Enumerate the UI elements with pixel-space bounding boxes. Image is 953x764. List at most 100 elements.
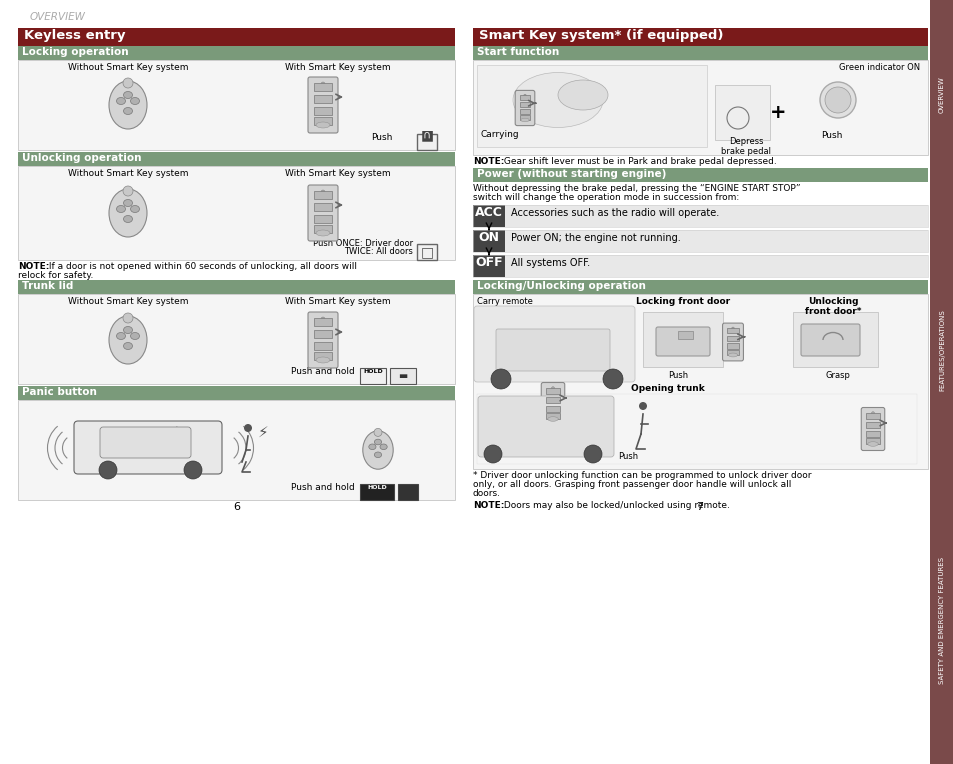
Bar <box>473 60 927 155</box>
Bar <box>726 343 738 348</box>
Bar <box>314 225 332 233</box>
Bar <box>397 484 417 500</box>
Ellipse shape <box>315 357 330 363</box>
Bar <box>519 95 530 99</box>
Text: switch will change the operation mode in succession from:: switch will change the operation mode in… <box>473 193 739 202</box>
FancyBboxPatch shape <box>74 421 222 474</box>
Ellipse shape <box>520 118 529 121</box>
Bar <box>18 152 455 166</box>
FancyBboxPatch shape <box>721 323 742 361</box>
FancyBboxPatch shape <box>474 306 635 382</box>
Bar <box>642 312 722 367</box>
Text: * Driver door unlocking function can be programmed to unlock driver door: * Driver door unlocking function can be … <box>473 471 811 480</box>
Text: Gear shift lever must be in Park and brake pedal depressed.: Gear shift lever must be in Park and bra… <box>500 157 776 166</box>
Ellipse shape <box>131 332 139 339</box>
Bar <box>359 484 394 500</box>
FancyBboxPatch shape <box>540 383 564 426</box>
Text: doors.: doors. <box>473 489 500 498</box>
Text: NOTE:: NOTE: <box>473 501 504 510</box>
Text: SAFETY AND EMERGENCY FEATURES: SAFETY AND EMERGENCY FEATURES <box>938 556 944 684</box>
Text: OVERVIEW: OVERVIEW <box>938 76 944 113</box>
Bar <box>865 430 879 436</box>
Bar <box>473 205 504 227</box>
Ellipse shape <box>602 369 622 389</box>
Bar <box>473 280 927 294</box>
Ellipse shape <box>131 98 139 105</box>
Text: Carry remote
to lock/unlock: Carry remote to lock/unlock <box>476 297 535 316</box>
Ellipse shape <box>109 189 147 237</box>
Ellipse shape <box>315 122 330 128</box>
Text: Without Smart Key system: Without Smart Key system <box>68 297 188 306</box>
Text: ACC: ACC <box>475 206 502 219</box>
Text: ∩: ∩ <box>422 130 431 140</box>
FancyBboxPatch shape <box>308 312 337 368</box>
Text: Push: Push <box>372 133 393 142</box>
Bar <box>314 318 332 326</box>
Bar <box>714 85 769 140</box>
Text: Push and hold: Push and hold <box>291 367 355 376</box>
Bar <box>473 168 927 182</box>
Bar <box>546 397 559 403</box>
Text: Grasp: Grasp <box>824 371 849 380</box>
Text: Locking operation: Locking operation <box>22 47 129 57</box>
Text: +: + <box>769 103 785 122</box>
Text: ■: ■ <box>420 128 433 142</box>
Bar <box>473 255 927 277</box>
Ellipse shape <box>379 444 387 449</box>
Text: Panic button: Panic button <box>22 387 97 397</box>
Ellipse shape <box>483 445 501 463</box>
FancyBboxPatch shape <box>861 407 883 451</box>
Bar <box>314 330 332 338</box>
Text: Locking front door: Locking front door <box>636 297 729 306</box>
Bar <box>473 255 504 277</box>
Ellipse shape <box>491 369 511 389</box>
Bar <box>18 280 455 294</box>
Bar <box>314 203 332 211</box>
Bar <box>473 205 927 227</box>
Ellipse shape <box>547 416 558 421</box>
Text: NOTE:: NOTE: <box>473 157 504 166</box>
Text: Unlocking
front door*: Unlocking front door* <box>804 297 861 316</box>
Ellipse shape <box>184 461 202 479</box>
FancyBboxPatch shape <box>477 396 614 457</box>
Bar <box>504 205 927 227</box>
Bar <box>473 28 927 46</box>
Ellipse shape <box>123 108 132 115</box>
Text: Green indicator ON: Green indicator ON <box>838 63 919 72</box>
Bar <box>792 312 877 367</box>
Text: Without Smart Key system: Without Smart Key system <box>68 63 188 72</box>
Bar <box>314 342 332 350</box>
Ellipse shape <box>558 80 607 110</box>
FancyBboxPatch shape <box>308 77 337 133</box>
FancyBboxPatch shape <box>801 324 859 356</box>
Ellipse shape <box>123 342 132 349</box>
Bar <box>18 386 455 400</box>
Text: Power ON; the engine not running.: Power ON; the engine not running. <box>511 233 680 243</box>
Ellipse shape <box>731 327 734 329</box>
Ellipse shape <box>123 326 132 334</box>
Ellipse shape <box>315 230 330 236</box>
Ellipse shape <box>123 92 132 99</box>
Bar <box>546 413 559 419</box>
Bar <box>476 394 916 464</box>
Bar <box>519 115 530 120</box>
Text: Power (without starting engine): Power (without starting engine) <box>476 169 666 179</box>
Bar <box>314 215 332 223</box>
Ellipse shape <box>374 429 381 436</box>
Text: Carrying: Carrying <box>480 130 519 139</box>
Text: ⚡: ⚡ <box>257 425 268 439</box>
Text: TWICE: All doors: TWICE: All doors <box>344 247 413 256</box>
Text: All systems OFF.: All systems OFF. <box>511 258 590 268</box>
Bar <box>865 438 879 444</box>
Ellipse shape <box>639 402 646 410</box>
Ellipse shape <box>320 317 325 321</box>
Ellipse shape <box>583 445 601 463</box>
Bar <box>519 109 530 114</box>
Text: Doors may also be locked/unlocked using remote.: Doors may also be locked/unlocked using … <box>500 501 729 510</box>
Text: OFF: OFF <box>475 256 502 269</box>
Text: Unlocking operation: Unlocking operation <box>22 153 141 163</box>
Ellipse shape <box>374 452 381 458</box>
Text: Trunk lid: Trunk lid <box>22 281 73 291</box>
Ellipse shape <box>131 206 139 212</box>
Bar <box>18 400 455 500</box>
